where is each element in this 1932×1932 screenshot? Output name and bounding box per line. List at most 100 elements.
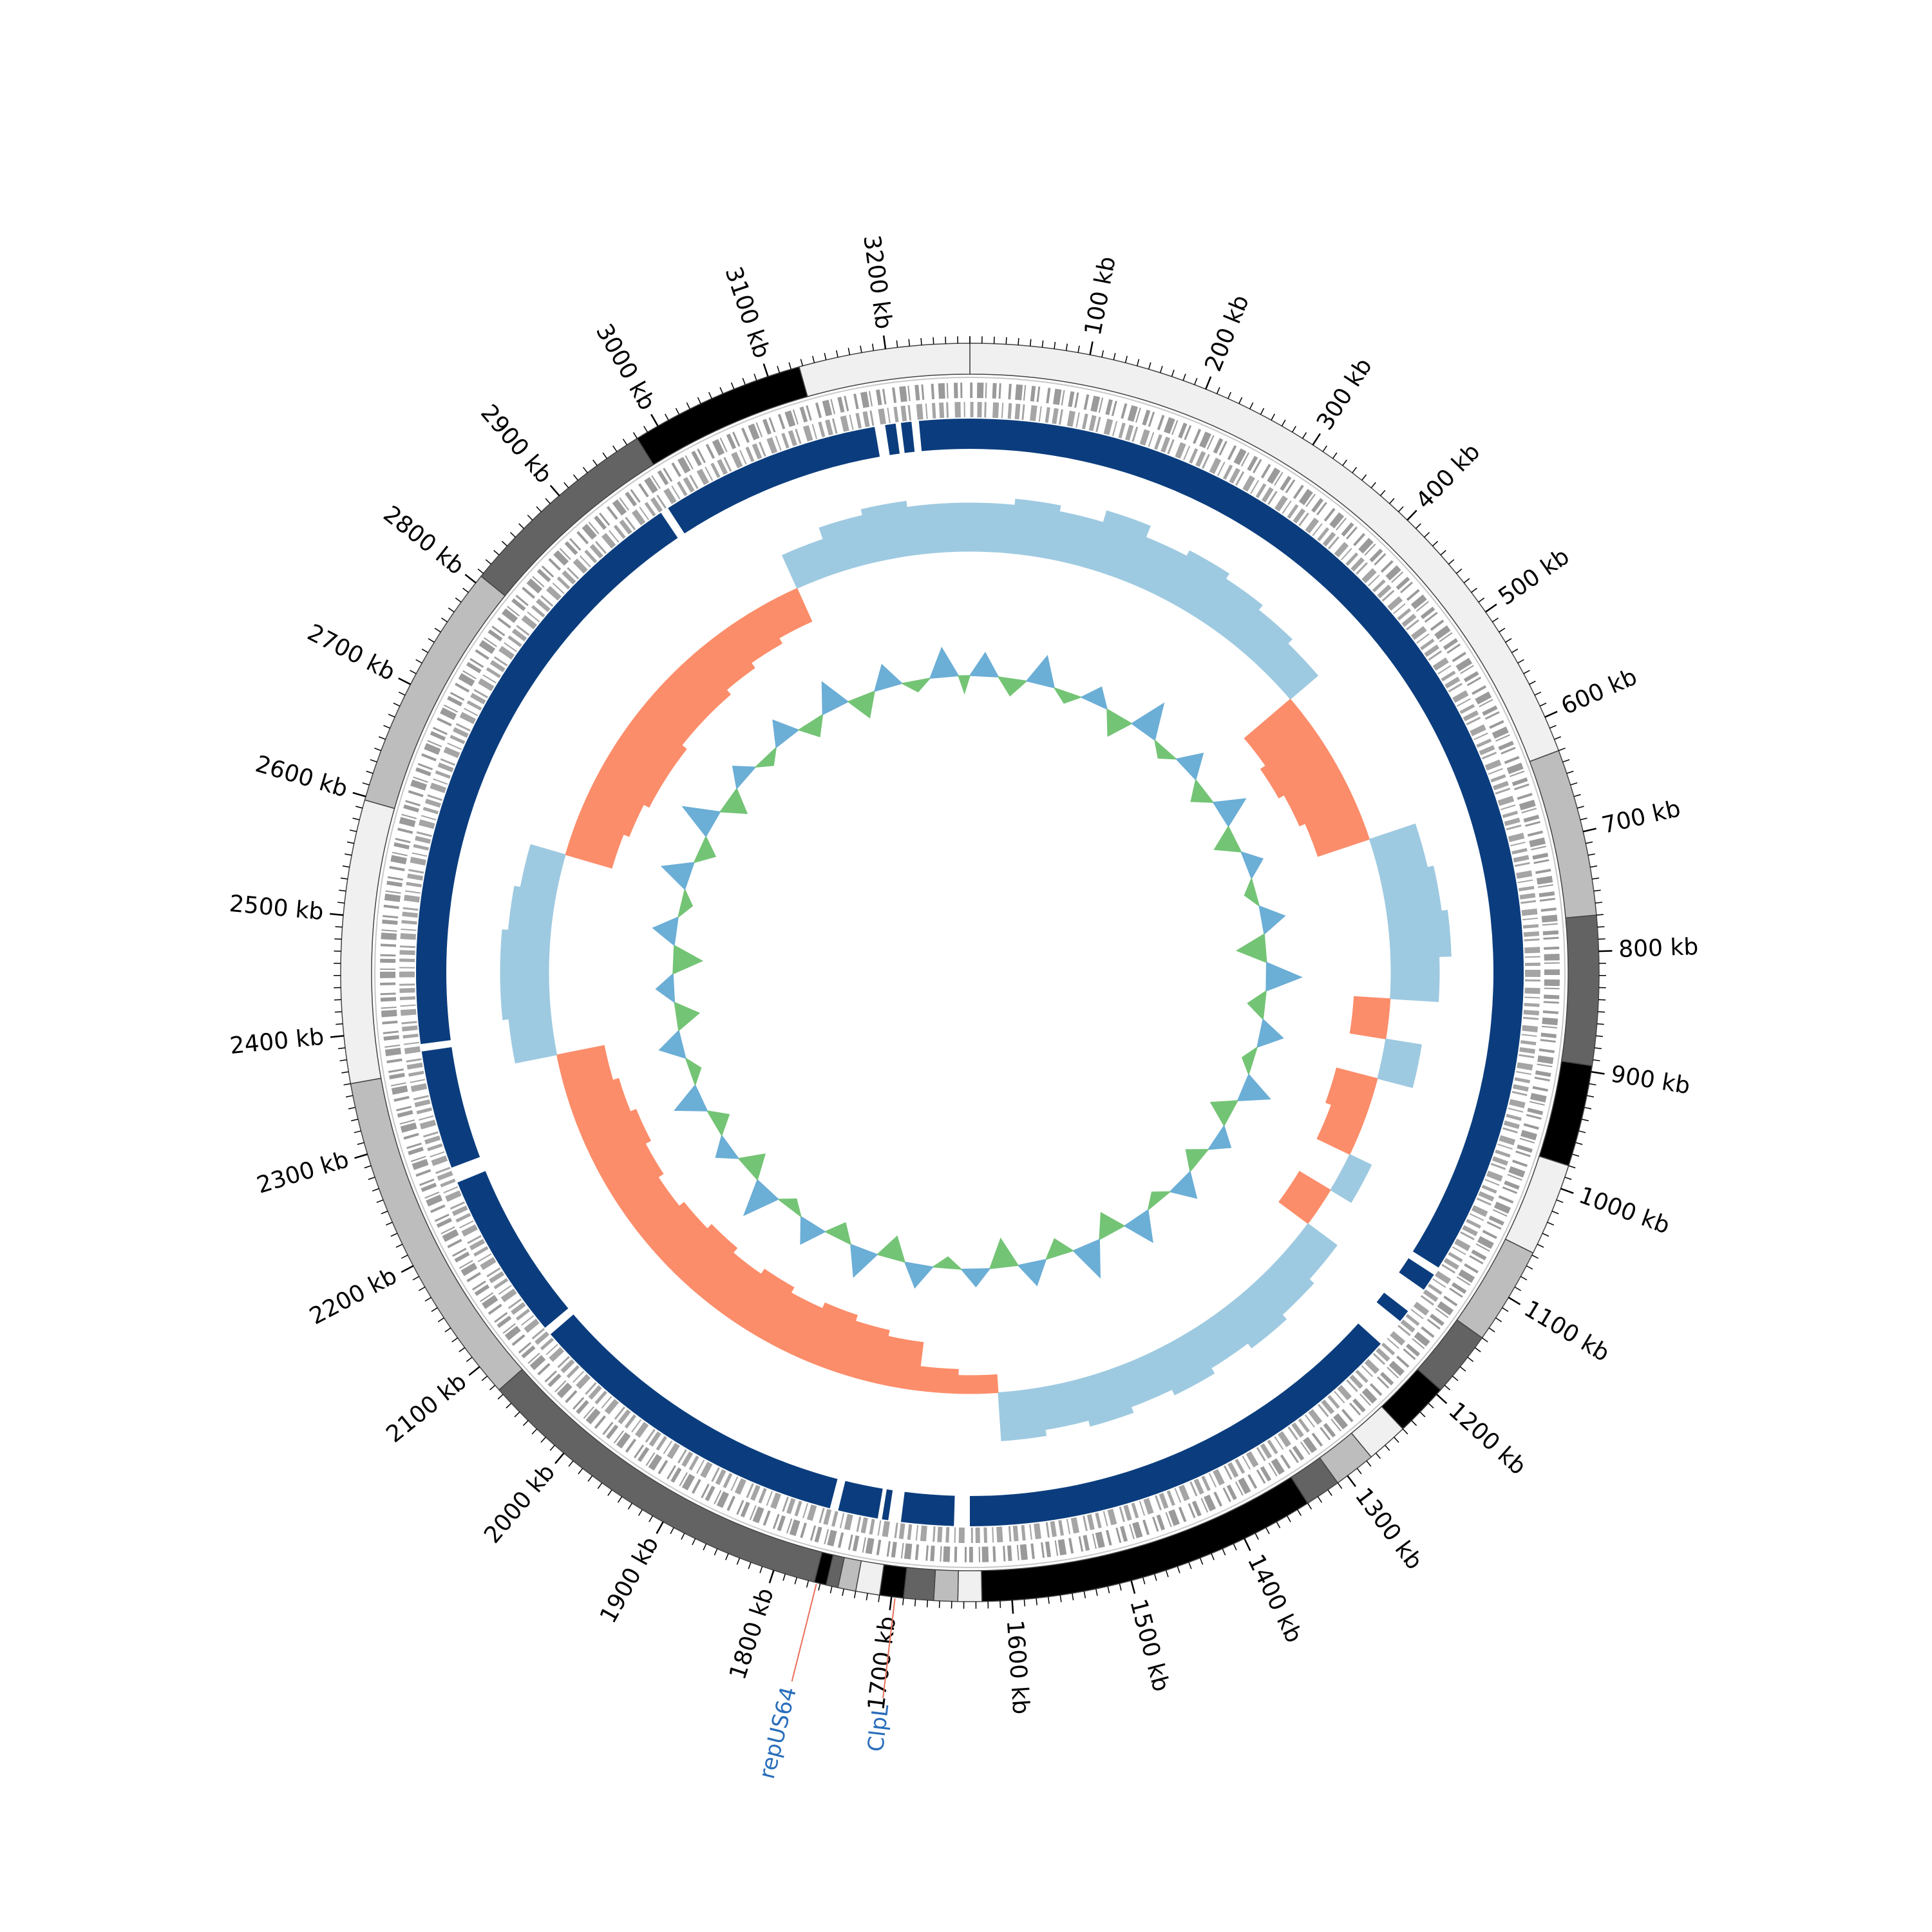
major-tick <box>1347 1475 1356 1488</box>
gc-skew-bar <box>1278 1171 1331 1224</box>
gc-content-spike <box>958 675 971 695</box>
minor-tick <box>607 1490 612 1496</box>
major-tick <box>1591 1070 1605 1075</box>
minor-tick <box>1584 1106 1592 1110</box>
minor-tick <box>1481 1337 1488 1343</box>
gc-skew-bar <box>800 1302 858 1374</box>
minor-tick <box>385 1222 393 1226</box>
gc-content-spike <box>681 806 721 838</box>
minor-tick <box>1286 1515 1291 1522</box>
gc-content-spike <box>1236 1073 1271 1101</box>
minor-tick <box>351 1119 359 1122</box>
minor-tick <box>444 1327 451 1332</box>
gc-skew-bar <box>998 1387 1047 1441</box>
gc-content-spike <box>1207 1124 1232 1150</box>
minor-tick <box>878 1595 880 1602</box>
minor-tick <box>730 382 735 390</box>
minor-tick <box>1352 466 1358 473</box>
gc-content-spike <box>715 1134 740 1159</box>
gc-content-spike <box>904 1261 934 1289</box>
minor-tick <box>1171 370 1175 377</box>
minor-tick <box>782 1573 786 1581</box>
minor-tick <box>1586 841 1593 844</box>
minor-tick <box>1444 1385 1451 1390</box>
minor-tick <box>1222 1548 1226 1556</box>
minor-tick <box>1531 1255 1539 1259</box>
minor-tick <box>824 352 827 361</box>
minor-tick <box>1549 724 1557 729</box>
minor-tick <box>549 1444 555 1451</box>
minor-tick <box>1142 1577 1146 1585</box>
gc-content-spike <box>737 1153 766 1181</box>
tick-label: 800 kb <box>1618 934 1699 963</box>
gc-content-spike <box>777 1198 802 1218</box>
gc-skew-bar <box>615 711 687 778</box>
gc-content-spike <box>800 1215 826 1245</box>
gene-track-forward <box>380 383 1560 1562</box>
gc-content-spike <box>1244 876 1260 907</box>
minor-tick <box>545 498 551 504</box>
minor-tick <box>1307 1502 1312 1510</box>
minor-tick <box>818 1583 821 1591</box>
minor-tick <box>485 559 492 565</box>
minor-tick <box>638 1509 643 1516</box>
minor-tick <box>1586 1095 1595 1098</box>
coverage-segment <box>1399 1258 1434 1290</box>
minor-tick <box>914 1599 916 1607</box>
minor-tick <box>866 1593 868 1600</box>
gc-content-spike <box>1072 1238 1101 1279</box>
gc-content-spike <box>1025 654 1056 689</box>
minor-tick <box>354 1130 361 1133</box>
gc-content-spike <box>824 1222 852 1245</box>
gc-content-spike <box>1017 1258 1047 1287</box>
minor-tick <box>364 1165 372 1169</box>
minor-tick <box>665 413 669 421</box>
minor-tick <box>622 439 628 446</box>
gc-skew-bar <box>694 628 755 690</box>
minor-tick <box>1342 459 1347 466</box>
contig-segment <box>933 1569 959 1602</box>
minor-tick <box>1327 1490 1332 1496</box>
minor-tick <box>1526 1265 1533 1270</box>
gc-content-spike <box>732 765 757 790</box>
minor-tick <box>788 362 792 370</box>
major-tick <box>1205 376 1212 390</box>
minor-tick <box>388 714 395 718</box>
minor-tick <box>1596 1023 1604 1025</box>
minor-tick <box>536 506 542 513</box>
gc-skew-bar <box>508 1014 558 1064</box>
major-tick <box>1582 828 1596 833</box>
minor-tick <box>703 1543 707 1551</box>
minor-tick <box>381 1210 388 1215</box>
minor-tick <box>1065 343 1068 351</box>
gc-content-spike <box>847 690 876 719</box>
minor-tick <box>337 902 345 904</box>
contig-segment <box>798 343 971 397</box>
minor-tick <box>1216 387 1220 394</box>
gc-content-spike <box>1123 1209 1153 1244</box>
minor-tick <box>1568 1165 1576 1169</box>
minor-tick <box>1471 587 1477 593</box>
gc-content-spike <box>1175 752 1204 781</box>
annotation-line <box>791 1584 817 1682</box>
gc-content-spike <box>743 1179 779 1217</box>
minor-tick <box>357 1142 365 1145</box>
minor-tick <box>627 1502 633 1510</box>
minor-tick <box>1332 452 1338 459</box>
minor-tick <box>493 550 500 556</box>
minor-tick <box>736 1557 741 1565</box>
gc-content-spike <box>821 681 849 715</box>
gc-content-spike <box>1212 798 1247 828</box>
minor-tick <box>1199 1557 1204 1565</box>
gc-content-spike <box>850 1244 878 1278</box>
minor-tick <box>1523 670 1530 674</box>
major-tick <box>1560 1188 1574 1195</box>
contig-segment <box>957 1570 983 1602</box>
gc-skew-bar <box>500 974 551 1020</box>
minor-tick <box>1488 1327 1495 1332</box>
gc-content-spike <box>660 862 695 891</box>
minor-tick <box>675 408 680 415</box>
minor-tick <box>568 1460 574 1467</box>
gc-content-spike <box>797 714 824 737</box>
